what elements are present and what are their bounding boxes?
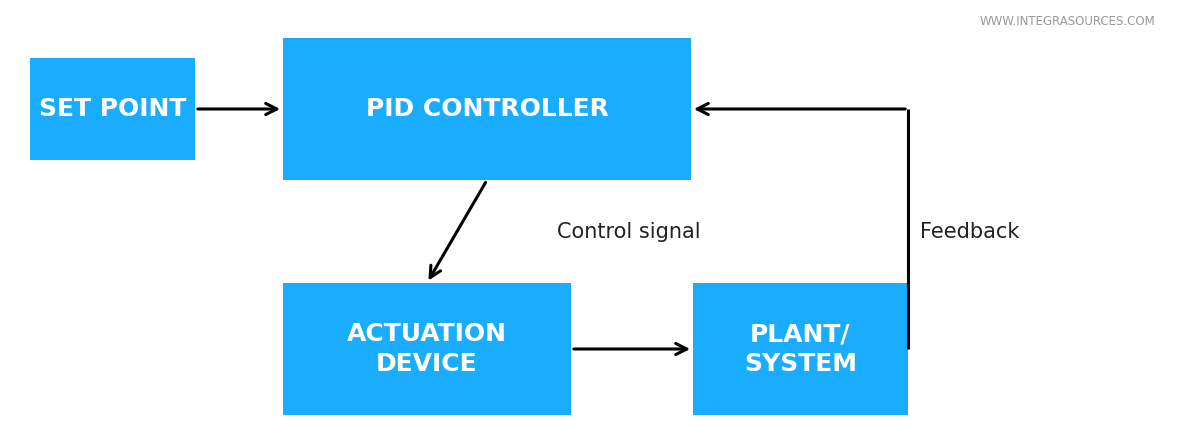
FancyBboxPatch shape [694, 283, 908, 415]
Text: Control signal: Control signal [557, 221, 701, 242]
FancyBboxPatch shape [30, 58, 194, 160]
Text: PID CONTROLLER: PID CONTROLLER [366, 97, 608, 121]
FancyBboxPatch shape [283, 38, 691, 180]
Text: ACTUATION
DEVICE: ACTUATION DEVICE [347, 322, 508, 376]
Text: Feedback: Feedback [920, 221, 1019, 242]
Text: WWW.INTEGRASOURCES.COM: WWW.INTEGRASOURCES.COM [979, 15, 1154, 28]
Text: PLANT/
SYSTEM: PLANT/ SYSTEM [744, 322, 857, 376]
FancyBboxPatch shape [283, 283, 571, 415]
Text: SET POINT: SET POINT [38, 97, 186, 121]
